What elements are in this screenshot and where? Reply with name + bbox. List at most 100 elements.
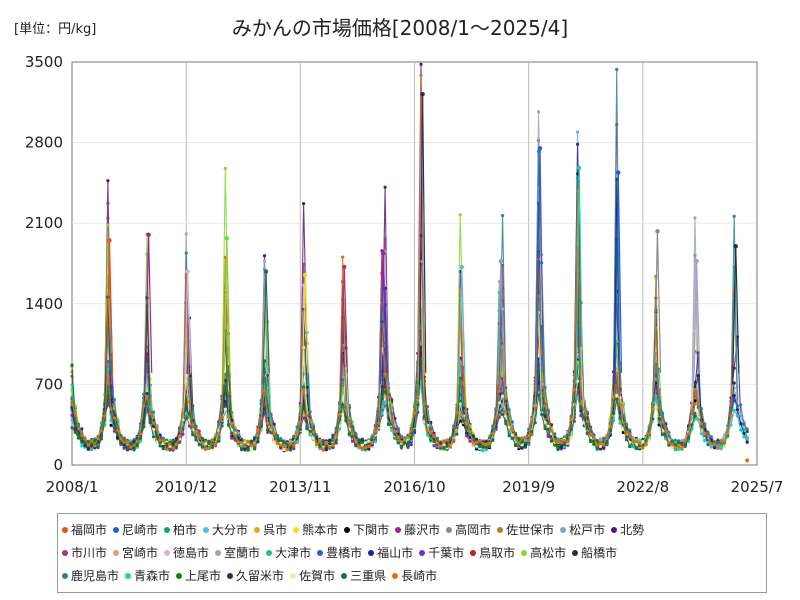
data-point [732,394,736,398]
data-point [396,427,400,431]
data-point [680,438,684,443]
data-point [243,447,247,451]
data-point [83,443,87,447]
data-point [409,443,413,447]
y-tick-label: 1400 [25,295,63,313]
data-point [654,394,658,398]
data-point [729,423,733,427]
data-point [90,447,94,451]
data-point [429,427,433,431]
data-point [553,443,557,447]
data-point [621,401,625,406]
data-point [491,424,495,428]
x-tick-label: 2016/10 [383,478,445,496]
data-point [399,436,404,440]
y-tick-label: 2100 [25,214,63,232]
data-point [142,392,146,396]
data-point [468,439,472,443]
data-point [739,428,743,432]
data-point [262,259,267,263]
data-point [302,262,306,266]
data-point [693,216,697,220]
data-point [240,444,244,448]
data-point [383,237,387,241]
data-point [536,149,541,154]
data-point [230,436,234,440]
data-point [223,389,227,393]
data-point [383,185,387,189]
data-point [350,439,355,443]
data-point [132,439,136,444]
data-point [536,110,541,114]
data-point [585,410,590,414]
data-point [380,411,384,415]
data-point [598,437,603,441]
data-point [562,445,567,449]
data-point [742,422,746,427]
data-point [354,432,358,436]
data-point [471,443,475,447]
data-point [719,445,723,449]
data-point [223,166,227,171]
data-point [262,407,267,411]
data-point [187,424,191,428]
data-point [295,425,299,429]
data-point [145,392,149,396]
data-point [696,374,700,378]
data-point [435,436,439,440]
data-point [716,440,720,445]
data-point [507,408,511,412]
data-point [696,417,700,422]
data-point [745,440,749,444]
data-point [735,404,740,408]
data-point [471,432,475,436]
data-point [732,214,736,218]
data-point [184,232,188,236]
data-point [93,439,97,443]
data-point [527,427,531,431]
data-point [602,436,606,440]
data-point [576,172,580,176]
data-point [122,446,126,450]
data-point [742,435,746,439]
data-point [279,437,283,441]
data-point [266,386,270,390]
data-point [706,430,710,434]
data-point [194,424,198,428]
data-point [722,433,727,437]
data-point [660,412,665,416]
data-point [302,202,306,206]
data-point [383,400,387,404]
data-point [536,387,541,391]
data-point [109,419,113,423]
data-point [501,214,505,218]
data-point [576,130,580,134]
data-point [184,397,188,402]
data-point [174,437,178,441]
data-point [419,62,423,66]
data-point [302,382,306,386]
data-point [266,430,270,434]
data-point [197,429,201,433]
y-tick-label: 2800 [25,134,63,152]
data-point [181,432,185,436]
data-point [631,445,635,449]
data-point [184,251,188,255]
data-point [631,435,635,440]
data-point [425,405,430,409]
data-point [703,439,707,443]
data-point [517,438,521,442]
y-tick-label: 0 [53,456,63,474]
data-point [106,223,110,227]
data-point [223,399,227,404]
data-point [324,448,328,452]
data-point [425,433,430,437]
data-point [576,395,580,399]
data-point [709,445,713,449]
data-point [302,413,306,417]
data-point [487,445,492,449]
data-point [673,448,678,452]
data-point [693,399,697,403]
data-point [452,424,456,428]
data-point [713,446,717,450]
